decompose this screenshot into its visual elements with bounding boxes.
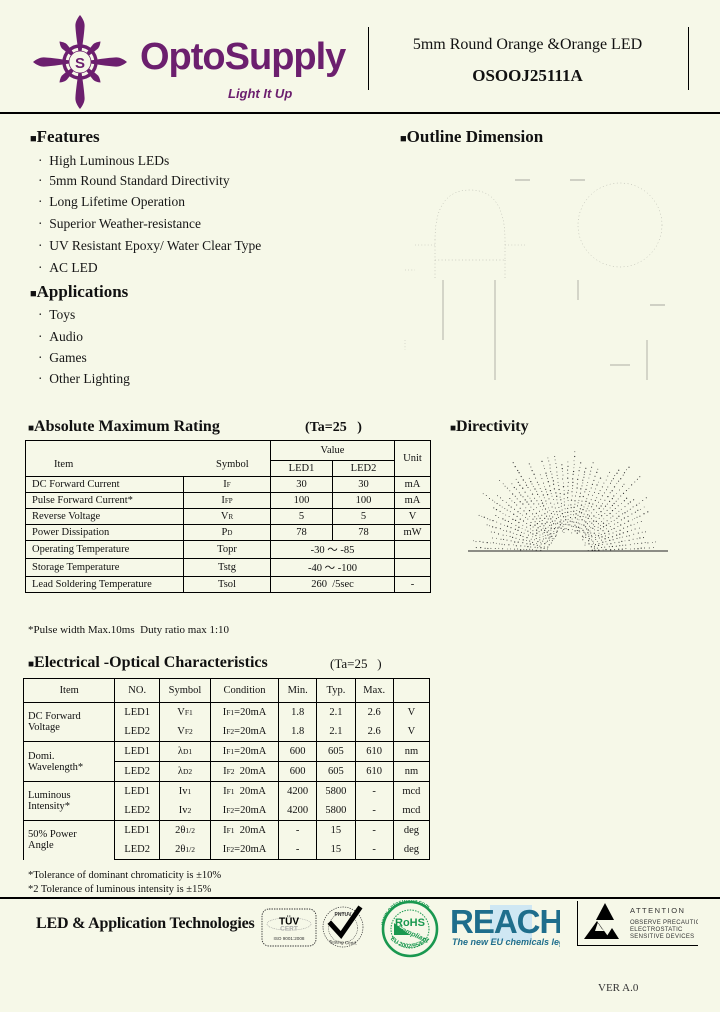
svg-text:ISO 9001:2008: ISO 9001:2008 xyxy=(274,936,305,941)
svg-text:OBSERVE PRECAUTIONS: OBSERVE PRECAUTIONS xyxy=(630,920,698,926)
svg-text:REACH: REACH xyxy=(450,903,560,940)
svg-text:ELECTROSTATIC: ELECTROSTATIC xyxy=(630,927,683,933)
svg-text:CERT: CERT xyxy=(280,926,298,933)
svg-text:S: S xyxy=(75,55,85,72)
svg-text:SENSITIVE DEVICES: SENSITIVE DEVICES xyxy=(630,934,694,940)
svg-text:ATTENTION: ATTENTION xyxy=(630,906,685,915)
svg-text:The new EU chemicals legislati: The new EU chemicals legislation xyxy=(452,937,560,947)
svg-text:PNTUV: PNTUV xyxy=(335,912,353,918)
